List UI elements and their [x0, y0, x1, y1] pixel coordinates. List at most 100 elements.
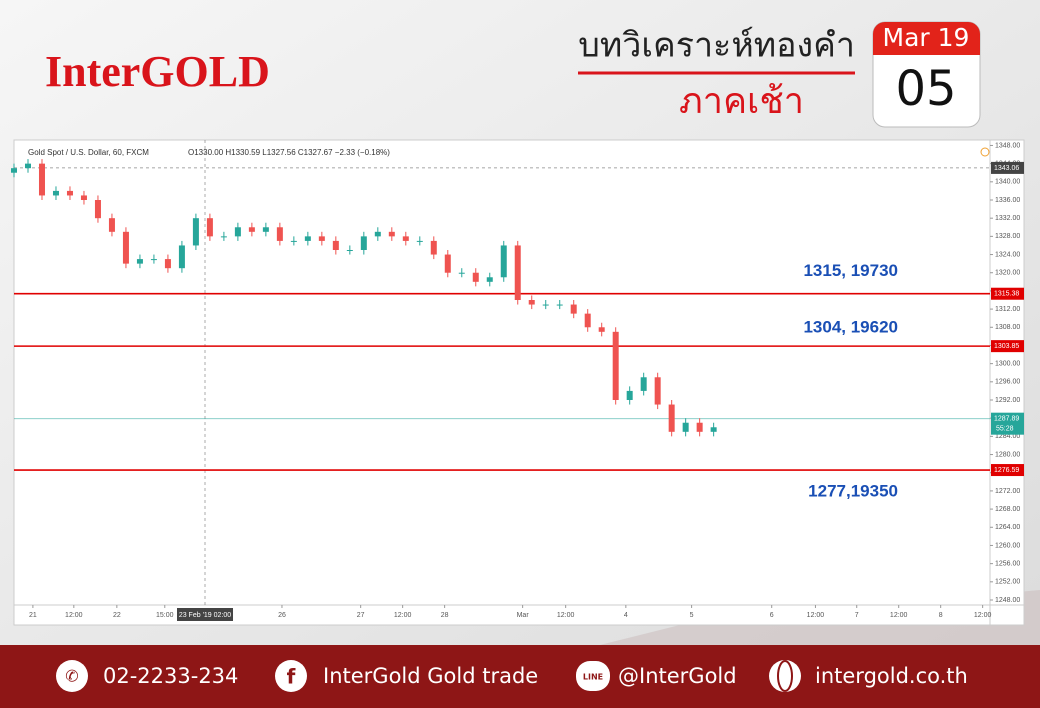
candle-body [66, 190, 73, 196]
crosshair-y-tag [991, 161, 1024, 174]
candle-body [598, 327, 605, 332]
title: บทวิเคราะห์ทองคำ [578, 26, 855, 66]
x-tick-label: 28 [441, 612, 449, 619]
candle-body [444, 254, 451, 273]
candle-body [360, 236, 367, 250]
crosshair-y-label: 1343.06 [994, 165, 1019, 172]
candle-body [612, 331, 619, 400]
current-price-tag [991, 412, 1024, 435]
x-tick-label: 15:00 [156, 612, 174, 619]
x-tick-label: 12:00 [890, 612, 908, 619]
candle-body [220, 236, 227, 238]
candle-body [458, 272, 465, 274]
line-glyph: LINE [583, 673, 603, 682]
globe-icon [769, 660, 801, 692]
candle-body [710, 427, 717, 432]
x-tick-label: 26 [278, 612, 286, 619]
candle-body [24, 163, 31, 169]
candle-body [640, 377, 647, 391]
candle-body [80, 195, 87, 200]
candle-body [11, 168, 17, 173]
x-tick-label: 12:00 [394, 612, 412, 619]
candle-body [192, 218, 199, 246]
candle-body [150, 259, 157, 261]
level-tag [991, 287, 1024, 300]
level-tag [991, 464, 1024, 477]
candle-body [696, 422, 703, 432]
globe-glyph [777, 660, 793, 692]
y-tick-label: 1272.00 [995, 488, 1020, 495]
y-tick-label: 1260.00 [995, 542, 1020, 549]
phone-glyph: ✆ [65, 667, 78, 686]
chart-panel [13, 139, 1025, 626]
calendar: Mar 19 05 [872, 21, 981, 128]
phone-icon [56, 660, 88, 692]
candle-body [304, 236, 311, 241]
y-tick-label: 1256.00 [995, 560, 1020, 567]
y-tick-label: 1300.00 [995, 360, 1020, 367]
candle-body [626, 390, 633, 400]
level-tag [991, 340, 1024, 353]
x-tick-label: 27 [357, 612, 365, 619]
candle-body [52, 190, 59, 196]
candle-body [234, 227, 241, 237]
y-tick-label: 1340.00 [995, 179, 1020, 186]
y-tick-label: 1348.00 [995, 142, 1020, 149]
facebook: InterGold Gold trade [323, 664, 538, 688]
candle-body [542, 304, 549, 306]
y-tick-label: 1280.00 [995, 451, 1020, 458]
subtitle: ภาคเช้า [679, 81, 804, 122]
current-price-label: 1287.89 [994, 416, 1019, 423]
candle-body [556, 304, 563, 306]
candle-body [122, 231, 129, 264]
level-tag-label: 1276.59 [994, 467, 1019, 474]
website: intergold.co.th [815, 664, 968, 688]
candle-body [500, 245, 507, 278]
candle-body [584, 313, 591, 328]
x-tick-label: 8 [939, 612, 943, 619]
y-tick-label: 1292.00 [995, 397, 1020, 404]
x-tick-label: 21 [29, 612, 37, 619]
candle-body [402, 236, 409, 241]
y-tick-label: 1248.00 [995, 597, 1020, 604]
y-tick-label: 1268.00 [995, 506, 1020, 513]
y-tick-label: 1284.00 [995, 433, 1020, 440]
level-annotation: 1315, 19730 [803, 261, 898, 280]
candle-body [38, 163, 45, 196]
x-tick-label: 12:00 [65, 612, 83, 619]
candle-body [682, 422, 689, 432]
facebook-glyph: f [287, 665, 296, 689]
candle-body [514, 245, 521, 300]
level-tag-label: 1303.85 [994, 343, 1019, 350]
symbol-label: Gold Spot / U.S. Dollar, 60, FXCM [28, 148, 149, 157]
level-tag-label: 1315.38 [994, 291, 1019, 298]
candle-body [164, 259, 171, 269]
candle-body [332, 240, 339, 250]
candle-body [570, 304, 577, 314]
candle-body [276, 227, 283, 241]
candle-body [430, 240, 437, 255]
calendar-top [873, 22, 980, 55]
candle-body [206, 218, 213, 237]
candle-body [248, 227, 255, 232]
x-tick-label: Mar [517, 612, 530, 619]
x-tick-label: 6 [770, 612, 774, 619]
x-tick-label: 12:00 [974, 612, 992, 619]
candle-body [346, 250, 353, 251]
level-annotation: 1304, 19620 [803, 318, 898, 337]
y-tick-label: 1332.00 [995, 215, 1020, 222]
level-annotation: 1277,19350 [808, 482, 898, 501]
line-icon [576, 661, 610, 691]
footer: ✆ 02-2233-234 f InterGold Gold trade LIN… [56, 660, 968, 692]
candle-body [108, 218, 115, 232]
phone: 02-2233-234 [103, 664, 238, 688]
candle-body [486, 277, 493, 282]
crosshair-x-label: 23 Feb '19 02:00 [179, 612, 231, 619]
x-tick-label: 22 [113, 612, 121, 619]
y-tick-label: 1264.00 [995, 524, 1020, 531]
ohlc-readout: O1330.00 H1330.59 L1327.56 C1327.67 −2.3… [188, 148, 390, 157]
x-tick-label: 12:00 [557, 612, 575, 619]
y-tick-label: 1336.00 [995, 197, 1020, 204]
